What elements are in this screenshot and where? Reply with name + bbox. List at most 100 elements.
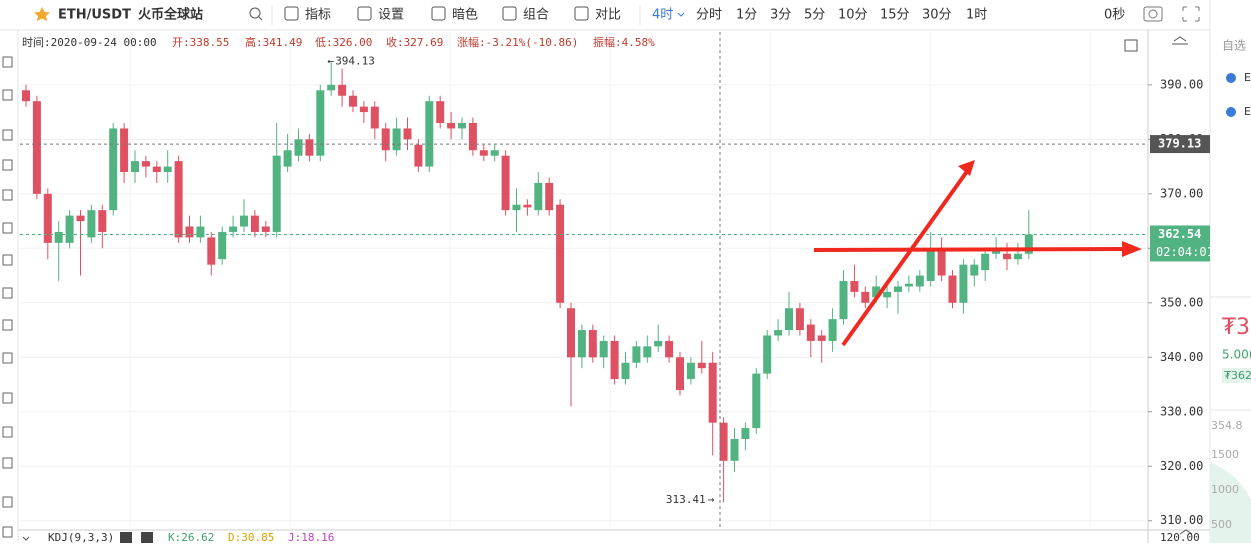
settings-button[interactable] bbox=[120, 532, 132, 543]
side-tool[interactable] bbox=[2, 89, 13, 101]
candle-body bbox=[567, 308, 575, 358]
tool-button[interactable]: 组合 bbox=[523, 8, 549, 23]
countdown: 02:04:01 bbox=[1156, 245, 1214, 259]
tool-button[interactable]: 暗色 bbox=[452, 7, 478, 23]
period-button[interactable]: 5分 bbox=[804, 8, 825, 23]
side-item[interactable]: E bbox=[1244, 71, 1251, 84]
tool-button[interactable]: 指标 bbox=[305, 8, 331, 23]
tool-button[interactable]: 对比 bbox=[595, 8, 621, 23]
side-item[interactable]: E bbox=[1244, 105, 1251, 118]
candle-body bbox=[937, 248, 946, 276]
side-tool[interactable] bbox=[2, 319, 13, 331]
info-item: 收:327.69 bbox=[386, 35, 443, 49]
depth-label: 500 bbox=[1211, 518, 1232, 531]
period-button[interactable]: 分时 bbox=[696, 8, 722, 23]
candle-body bbox=[959, 264, 968, 303]
tool-icon[interactable] bbox=[284, 6, 299, 21]
kdj-d: D:30.85 bbox=[228, 531, 274, 543]
candle-body bbox=[305, 139, 314, 156]
side-tool[interactable] bbox=[2, 526, 13, 538]
tool-icon[interactable] bbox=[574, 6, 589, 21]
candle-body bbox=[163, 166, 172, 173]
close-button[interactable] bbox=[141, 532, 153, 543]
candle-body bbox=[676, 357, 684, 390]
candle-body bbox=[229, 226, 238, 232]
candle-body bbox=[272, 155, 281, 232]
period-button[interactable]: 15分 bbox=[880, 8, 910, 23]
candle-body bbox=[152, 166, 161, 173]
tool-icon[interactable] bbox=[502, 6, 517, 21]
star-icon[interactable] bbox=[34, 7, 50, 21]
expand-icon[interactable] bbox=[1124, 39, 1138, 52]
side-tool[interactable] bbox=[2, 496, 13, 508]
candle-body bbox=[915, 275, 924, 287]
depth-label: 354.8 bbox=[1211, 419, 1243, 432]
candle-body bbox=[948, 275, 957, 303]
candle-body bbox=[610, 340, 619, 380]
coin-icon bbox=[1226, 73, 1236, 83]
side-tool[interactable] bbox=[2, 426, 13, 438]
candle-body bbox=[719, 422, 728, 461]
side-tool[interactable] bbox=[2, 222, 13, 234]
y-tick-label: 330.00 bbox=[1160, 404, 1203, 418]
y-tick-label: 310.00 bbox=[1160, 513, 1203, 527]
period-button[interactable]: 3分 bbox=[770, 8, 791, 23]
candle-body bbox=[185, 226, 194, 238]
side-tool[interactable] bbox=[2, 56, 13, 68]
candle-body bbox=[556, 204, 565, 303]
candle-body bbox=[545, 182, 554, 211]
period-button[interactable]: 1时 bbox=[966, 8, 987, 23]
low-arrow: → bbox=[708, 493, 715, 506]
candle-body bbox=[22, 90, 30, 102]
candle-body bbox=[774, 330, 783, 336]
candle-body bbox=[131, 161, 139, 173]
camera-icon[interactable] bbox=[1143, 6, 1163, 22]
y-tick-label: 390.00 bbox=[1160, 77, 1203, 91]
candle-body bbox=[599, 340, 608, 358]
candle-body bbox=[294, 139, 303, 156]
search-icon[interactable] bbox=[258, 16, 263, 21]
timer: 0秒 bbox=[1104, 8, 1125, 23]
coin-icon bbox=[1226, 107, 1236, 117]
fullscreen-icon[interactable] bbox=[1182, 6, 1200, 22]
candle-body bbox=[577, 330, 586, 358]
info-item: 时间:2020-09-24 00:00 bbox=[22, 36, 157, 49]
period-button[interactable]: 10分 bbox=[838, 8, 868, 23]
kdj-axis-label: 120.00 bbox=[1160, 531, 1200, 543]
candle-body bbox=[425, 101, 434, 167]
side-sub: ₮362 bbox=[1224, 369, 1251, 382]
candle-body bbox=[501, 155, 510, 211]
symbol[interactable]: ETH/USDT bbox=[58, 8, 131, 23]
side-tool[interactable] bbox=[2, 129, 13, 141]
candle-body bbox=[512, 204, 521, 211]
candle-body bbox=[828, 319, 837, 341]
candle-body bbox=[904, 283, 913, 287]
depth-label: 1500 bbox=[1211, 448, 1239, 461]
collapse-icon[interactable] bbox=[1173, 36, 1187, 42]
collapse-icon[interactable] bbox=[1179, 529, 1193, 535]
side-tool[interactable] bbox=[2, 287, 13, 299]
side-tool[interactable] bbox=[2, 189, 13, 201]
side-tool[interactable] bbox=[2, 254, 13, 266]
side-tool[interactable] bbox=[2, 159, 13, 171]
side-tool[interactable] bbox=[2, 457, 13, 469]
period-button[interactable]: 30分 bbox=[922, 8, 952, 23]
kdj-dropdown[interactable] bbox=[22, 536, 30, 541]
dropdown-icon[interactable] bbox=[677, 12, 685, 17]
info-item: 涨幅:-3.21%(-10.86) bbox=[457, 36, 578, 49]
period-active[interactable]: 4时 bbox=[652, 8, 673, 23]
tool-button[interactable]: 设置 bbox=[378, 8, 404, 23]
candle-body bbox=[316, 90, 325, 156]
side-tool[interactable] bbox=[2, 392, 13, 404]
side-tool[interactable] bbox=[2, 352, 13, 364]
side-tab[interactable]: 自选 bbox=[1222, 39, 1246, 53]
search-icon[interactable] bbox=[249, 7, 261, 19]
candle-body bbox=[861, 291, 870, 303]
tool-icon[interactable] bbox=[357, 6, 372, 21]
candle-body bbox=[174, 161, 183, 238]
camera-icon[interactable] bbox=[1148, 9, 1158, 19]
candle-body bbox=[730, 439, 739, 461]
period-button[interactable]: 1分 bbox=[736, 8, 757, 23]
tool-icon[interactable] bbox=[431, 6, 446, 21]
